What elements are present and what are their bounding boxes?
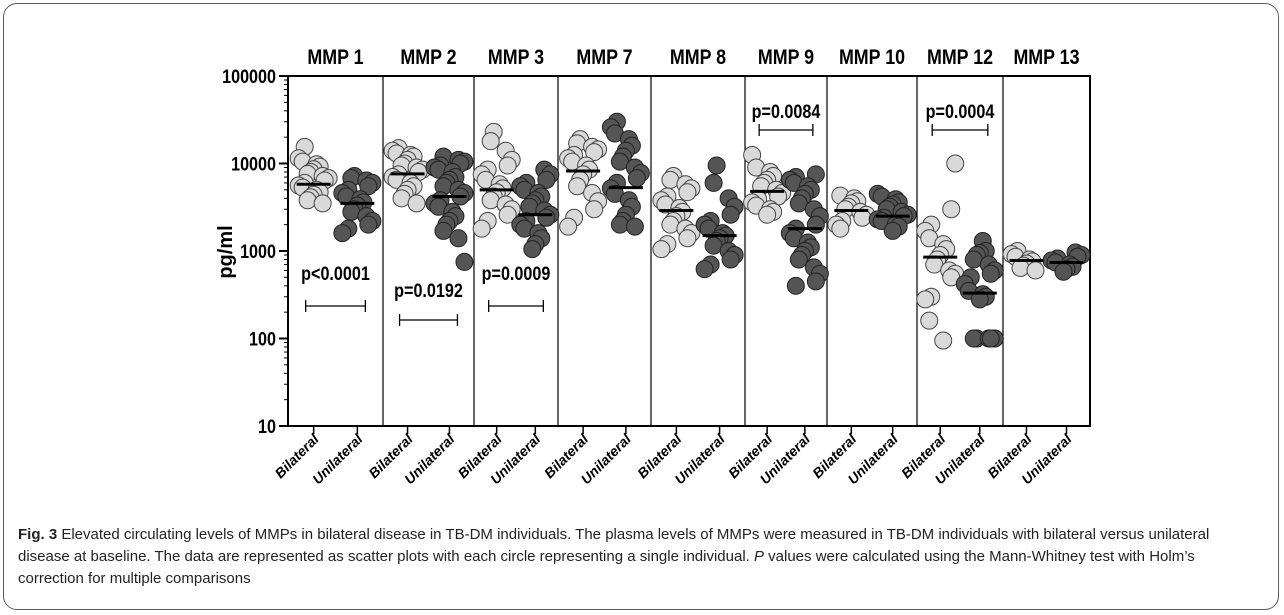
unilateral-point	[721, 250, 740, 269]
bilateral-point	[313, 194, 332, 213]
panel-title: MMP 8	[670, 46, 726, 70]
panel-title: MMP 12	[927, 46, 993, 70]
bilateral-point	[585, 200, 604, 219]
unilateral-point	[627, 169, 646, 188]
unilateral-point	[434, 221, 453, 240]
caption-text-2: values were calculated using the Mann-Wh…	[18, 548, 1195, 587]
bilateral-point	[652, 240, 671, 259]
bilateral-point	[1026, 261, 1045, 280]
unilateral-point	[721, 205, 740, 224]
panel-title: MMP 2	[400, 46, 456, 70]
unilateral-point	[455, 252, 474, 271]
unilateral-point	[806, 215, 825, 234]
p-value-label: p=0.0004	[926, 101, 995, 123]
bilateral-point	[1011, 258, 1030, 277]
unilateral-point	[964, 329, 983, 348]
unilateral-point	[981, 264, 1000, 283]
panel-title: MMP 1	[307, 46, 363, 70]
bilateral-point	[920, 311, 939, 330]
bilateral-point	[559, 217, 578, 236]
unilateral-point	[537, 208, 556, 227]
figure-caption: Fig. 3 Elevated circulating levels of MM…	[18, 524, 1258, 590]
bilateral-point	[568, 177, 587, 196]
unilateral-point	[695, 260, 714, 279]
figure-frame	[3, 3, 1279, 610]
bilateral-point	[392, 189, 411, 208]
y-tick-label: 100	[249, 328, 276, 350]
bilateral-point	[916, 290, 935, 309]
panel-title: MMP 9	[758, 46, 814, 70]
bilateral-point	[472, 219, 491, 238]
unilateral-point	[537, 170, 556, 189]
bilateral-point	[661, 170, 680, 189]
y-axis-label: pg/ml	[215, 225, 237, 278]
unilateral-point	[359, 215, 378, 234]
panel-title: MMP 7	[576, 46, 632, 70]
caption-fig-label: Fig. 3	[18, 526, 58, 543]
caption-text-1: Elevated circulating levels of MMPs in b…	[18, 526, 1210, 565]
p-value-label: p=0.0192	[394, 280, 463, 302]
y-tick-label: 1000	[240, 241, 276, 263]
bilateral-point	[934, 331, 953, 350]
bilateral-point	[946, 154, 965, 173]
y-tick-label: 10000	[231, 153, 276, 175]
unilateral-point	[981, 329, 1000, 348]
bilateral-point	[758, 205, 777, 224]
bilateral-point	[481, 191, 500, 210]
unilateral-point	[333, 224, 352, 243]
p-value-label: p=0.0009	[482, 263, 551, 285]
bilateral-point	[498, 156, 517, 175]
unilateral-point	[707, 156, 726, 175]
unilateral-point	[342, 202, 361, 221]
unilateral-point	[704, 236, 723, 255]
bilateral-point	[661, 215, 680, 234]
unilateral-point	[806, 272, 825, 291]
panel-title: MMP 10	[839, 46, 905, 70]
bilateral-point	[678, 183, 697, 202]
bilateral-point	[481, 132, 500, 151]
unilateral-point	[610, 215, 629, 234]
p-value-label: p=0.0084	[752, 101, 821, 123]
bilateral-point	[831, 219, 850, 238]
unilateral-point	[359, 177, 378, 196]
y-tick-label: 100000	[222, 66, 276, 88]
bilateral-point	[407, 194, 426, 213]
bilateral-point	[585, 143, 604, 162]
unilateral-point	[523, 240, 542, 259]
y-tick-label: 10	[258, 416, 276, 438]
unilateral-point	[1054, 262, 1073, 281]
unilateral-point	[964, 250, 983, 269]
p-value-label: p<0.0001	[301, 263, 370, 285]
caption-p-italic: P	[753, 548, 764, 565]
unilateral-point	[970, 290, 989, 309]
unilateral-point	[449, 229, 468, 248]
unilateral-point	[789, 250, 808, 269]
panel-title: MMP 3	[488, 46, 544, 70]
bilateral-point	[678, 229, 697, 248]
bilateral-point	[498, 205, 517, 224]
unilateral-point	[625, 217, 644, 236]
unilateral-point	[704, 173, 723, 192]
unilateral-point	[789, 194, 808, 213]
panel-title: MMP 13	[1013, 46, 1079, 70]
bilateral-point	[942, 200, 961, 219]
unilateral-point	[883, 221, 902, 240]
unilateral-point	[610, 152, 629, 171]
bilateral-point	[298, 191, 317, 210]
unilateral-point	[786, 276, 805, 295]
